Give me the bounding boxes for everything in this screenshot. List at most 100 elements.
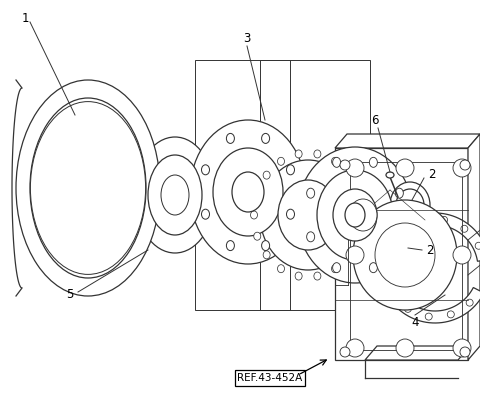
Ellipse shape (396, 189, 424, 221)
Ellipse shape (393, 228, 423, 262)
Ellipse shape (405, 305, 411, 312)
Ellipse shape (346, 159, 364, 177)
Ellipse shape (419, 217, 425, 224)
Ellipse shape (396, 232, 403, 242)
Ellipse shape (460, 347, 470, 357)
Ellipse shape (340, 347, 350, 357)
Text: 1: 1 (21, 12, 29, 25)
Ellipse shape (287, 209, 295, 219)
Polygon shape (335, 148, 468, 360)
Polygon shape (335, 134, 480, 148)
Ellipse shape (386, 172, 394, 178)
Ellipse shape (263, 171, 270, 179)
Ellipse shape (72, 164, 104, 212)
Ellipse shape (262, 241, 270, 251)
Ellipse shape (333, 157, 341, 168)
Polygon shape (468, 134, 480, 360)
Ellipse shape (355, 232, 362, 240)
Ellipse shape (386, 246, 393, 253)
Ellipse shape (346, 246, 364, 264)
Ellipse shape (396, 159, 414, 177)
Text: 6: 6 (371, 114, 379, 127)
Ellipse shape (425, 313, 432, 320)
Ellipse shape (314, 272, 321, 280)
Ellipse shape (346, 171, 353, 179)
Ellipse shape (213, 148, 283, 236)
Ellipse shape (466, 299, 473, 306)
Ellipse shape (202, 209, 209, 219)
Ellipse shape (41, 118, 135, 258)
Text: 2: 2 (428, 168, 436, 181)
Ellipse shape (263, 251, 270, 259)
Ellipse shape (295, 150, 302, 158)
Ellipse shape (251, 211, 257, 219)
Ellipse shape (389, 289, 396, 296)
Ellipse shape (260, 160, 356, 270)
Ellipse shape (370, 263, 377, 273)
Ellipse shape (232, 172, 264, 212)
Ellipse shape (346, 251, 353, 259)
Ellipse shape (66, 156, 110, 220)
Ellipse shape (16, 80, 160, 296)
Ellipse shape (307, 232, 315, 242)
Ellipse shape (475, 242, 480, 249)
Ellipse shape (278, 180, 338, 250)
Ellipse shape (453, 339, 471, 357)
Ellipse shape (262, 133, 270, 143)
Ellipse shape (340, 160, 350, 170)
Ellipse shape (314, 150, 321, 158)
Ellipse shape (161, 175, 189, 215)
Ellipse shape (202, 165, 209, 175)
Ellipse shape (190, 120, 306, 264)
Ellipse shape (295, 272, 302, 280)
Ellipse shape (254, 190, 261, 198)
Ellipse shape (375, 223, 435, 287)
Ellipse shape (78, 174, 98, 202)
Polygon shape (365, 346, 470, 360)
Ellipse shape (349, 199, 377, 231)
Ellipse shape (441, 216, 447, 224)
Ellipse shape (353, 200, 457, 310)
Ellipse shape (297, 147, 413, 283)
Ellipse shape (227, 241, 234, 251)
Ellipse shape (63, 150, 113, 226)
Ellipse shape (453, 246, 471, 264)
Ellipse shape (332, 265, 338, 273)
Ellipse shape (396, 188, 403, 198)
Ellipse shape (307, 188, 315, 198)
Ellipse shape (355, 190, 362, 198)
Ellipse shape (135, 137, 215, 253)
Ellipse shape (332, 157, 338, 165)
Ellipse shape (287, 165, 295, 175)
Ellipse shape (148, 155, 202, 235)
Ellipse shape (53, 136, 122, 240)
Text: 3: 3 (243, 31, 251, 44)
Ellipse shape (386, 220, 430, 270)
Text: REF.43-452A: REF.43-452A (238, 373, 302, 383)
Ellipse shape (453, 159, 471, 177)
Ellipse shape (277, 265, 285, 273)
Ellipse shape (447, 311, 454, 318)
Text: 2: 2 (426, 243, 434, 256)
Ellipse shape (346, 339, 364, 357)
Ellipse shape (30, 102, 145, 274)
Ellipse shape (30, 98, 146, 278)
Text: 4: 4 (411, 316, 419, 328)
Ellipse shape (390, 182, 430, 228)
Ellipse shape (461, 225, 468, 232)
Ellipse shape (399, 228, 406, 235)
Ellipse shape (383, 268, 390, 275)
Ellipse shape (254, 232, 261, 240)
Ellipse shape (227, 133, 234, 143)
Ellipse shape (277, 157, 285, 165)
Ellipse shape (333, 189, 377, 241)
Ellipse shape (317, 170, 393, 260)
Ellipse shape (460, 160, 470, 170)
Text: 5: 5 (66, 289, 74, 301)
Ellipse shape (345, 203, 365, 227)
Ellipse shape (333, 263, 341, 273)
Ellipse shape (359, 211, 365, 219)
Ellipse shape (370, 157, 377, 168)
Polygon shape (380, 213, 480, 323)
Ellipse shape (396, 339, 414, 357)
